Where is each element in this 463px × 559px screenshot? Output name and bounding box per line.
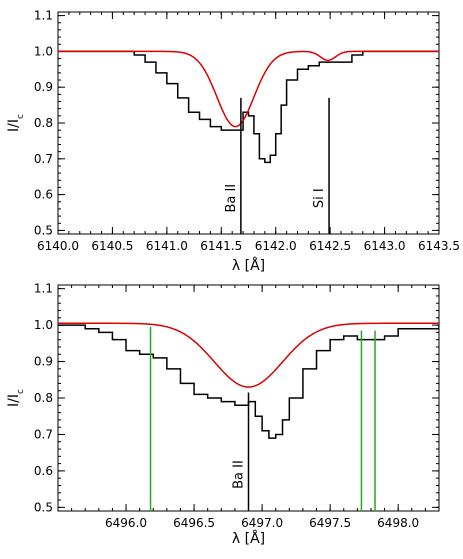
x-tick-label: 6140.5 (91, 239, 133, 253)
y-tick-label: 1.0 (34, 318, 53, 332)
x-tick-label: 6497.5 (309, 516, 351, 530)
y-tick-label: 0.9 (34, 355, 53, 369)
model-profile-line (58, 50, 439, 128)
chart-panel-bottom: 0.5 0.6 0.7 0.8 0.9 1.0 1.1 6496.0 6496.5 6497.0 6… (6, 282, 440, 547)
y-tick-label: 0.5 (34, 223, 53, 237)
x-tick-label: 6140.0 (37, 239, 79, 253)
observed-spectrum-line (58, 50, 439, 164)
x-tick-label: 6497.0 (241, 516, 283, 530)
x-axis-label: λ [Å] (232, 257, 265, 274)
y-tick-label: 1.1 (34, 9, 53, 23)
y-tick-label: 0.6 (34, 188, 53, 202)
x-tick-label: 6141.5 (200, 239, 242, 253)
observed-spectrum-line (58, 324, 439, 439)
y-axis-label: I/Ic (6, 389, 26, 407)
x-tick-label: 6498.0 (377, 516, 419, 530)
x-tick-label: 6496.5 (173, 516, 215, 530)
y-tick-label: 0.7 (34, 427, 53, 441)
model-profile-line (58, 322, 439, 388)
y-axis-label-main: I/I (6, 119, 22, 132)
y-tick-label: 0.5 (34, 500, 53, 514)
x-axis-label: λ [Å] (232, 530, 265, 547)
y-tick-label: 0.8 (34, 391, 53, 405)
y-axis-label-main: I/I (6, 394, 22, 407)
y-tick-label: 1.1 (34, 282, 53, 296)
data-layer (58, 322, 439, 511)
x-tick-label: 6141.0 (146, 239, 188, 253)
y-tick-label: 0.8 (34, 116, 53, 130)
spectral-line-label: Ba II (224, 184, 239, 213)
y-axis-label-subscript: c (16, 389, 26, 394)
x-tick-label: 6142.5 (309, 239, 351, 253)
spectral-line-label: Si I (312, 188, 327, 208)
y-tick-label: 0.9 (34, 80, 53, 94)
y-axis-label-subscript: c (16, 114, 26, 119)
x-tick-label: 6142.0 (255, 239, 297, 253)
x-tick-label: 6143.0 (364, 239, 406, 253)
plot-frame (57, 11, 440, 235)
x-tick-label: 6143.5 (418, 239, 460, 253)
data-layer (58, 50, 439, 234)
spectral-line-label: Ba II (232, 460, 247, 489)
y-axis-label: I/Ic (6, 114, 26, 132)
y-tick-label: 0.7 (34, 152, 53, 166)
x-tick-label: 6496.0 (105, 516, 147, 530)
y-tick-label: 1.0 (34, 44, 53, 58)
y-tick-label: 0.6 (34, 464, 53, 478)
chart-panel-top: 0.5 0.6 0.7 0.8 0.9 1.0 1.1 6140.0 6140.5 6141.0 6… (6, 9, 460, 274)
